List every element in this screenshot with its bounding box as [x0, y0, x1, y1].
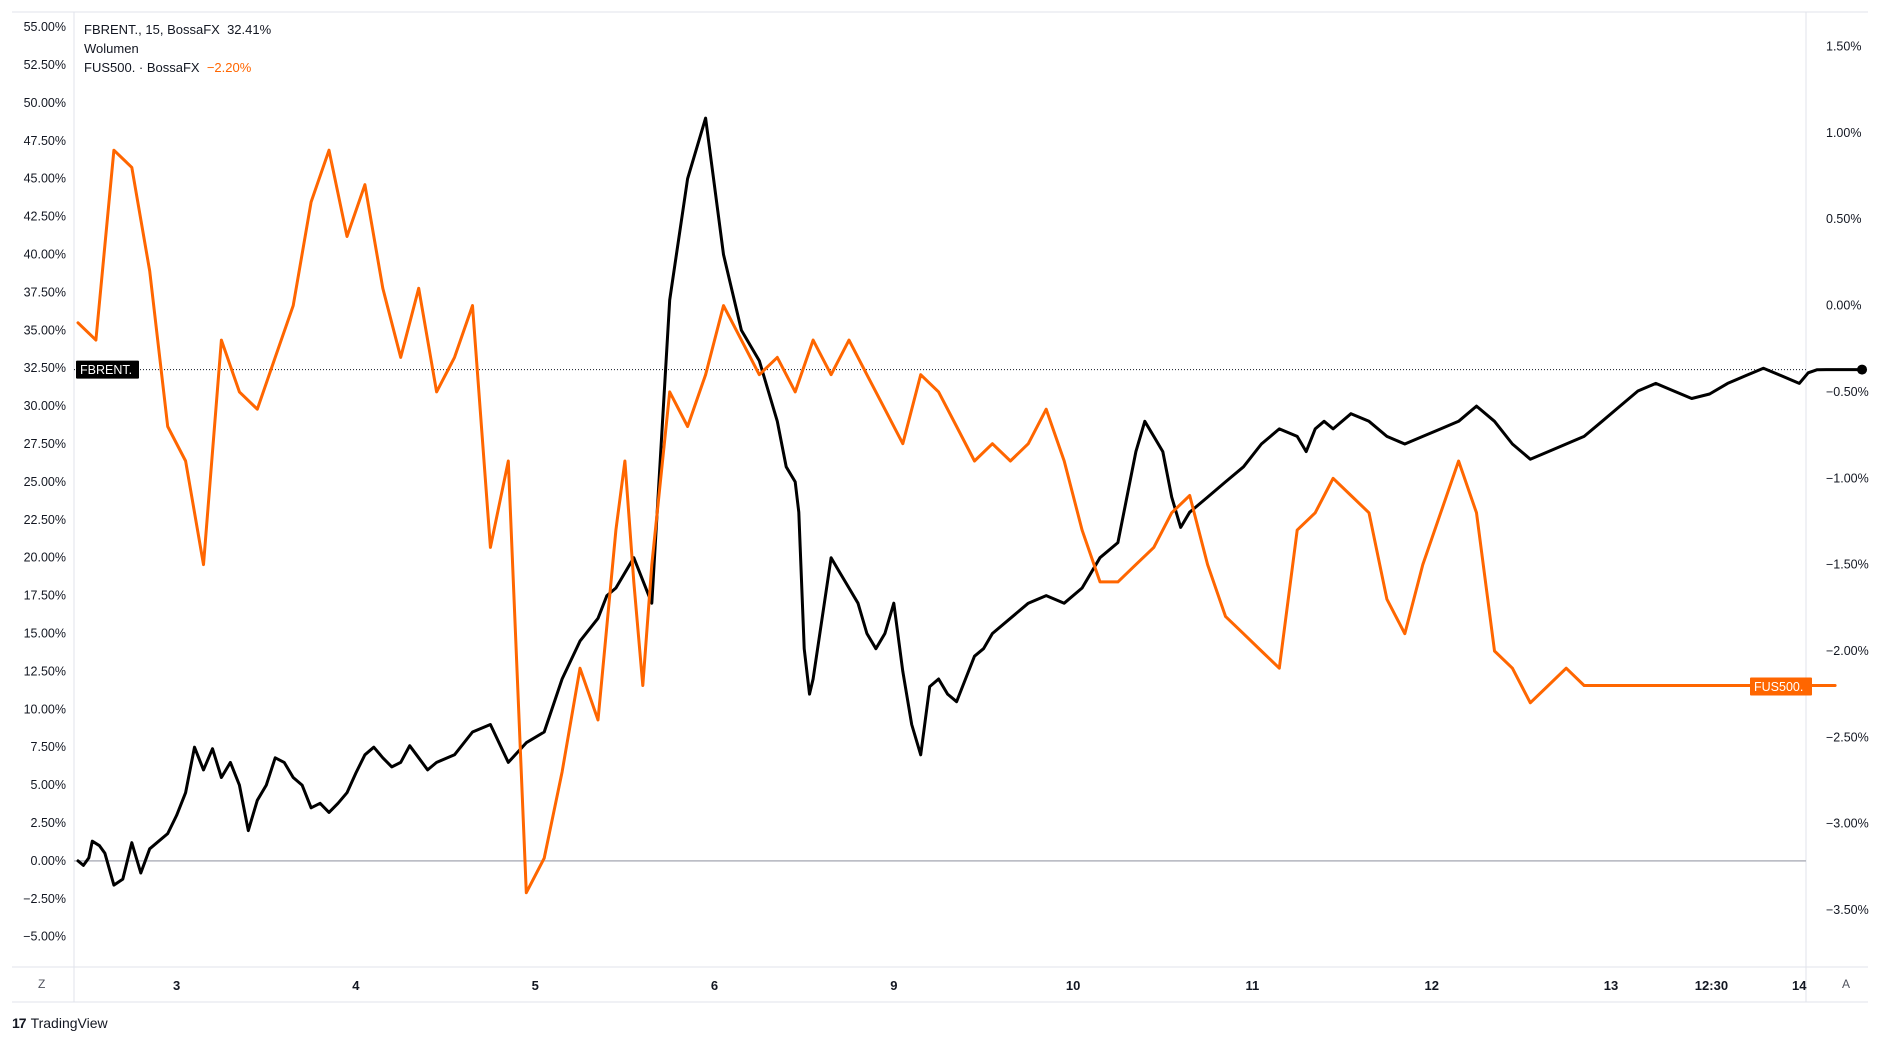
x-axis-tick-label: 6: [711, 978, 718, 993]
right-axis-tick-label: −3.50%: [1826, 903, 1869, 917]
x-axis-tick-label: 12: [1424, 978, 1438, 993]
x-axis-tick-label: 4: [352, 978, 360, 993]
left-axis-tick-label: 27.50%: [24, 437, 66, 451]
left-axis-tick-label: 55.00%: [24, 20, 66, 34]
left-axis-tick-label: 17.50%: [24, 589, 66, 603]
left-axis-tick-label: 7.50%: [31, 740, 66, 754]
left-axis-tick-label: 42.50%: [24, 210, 66, 224]
left-axis-tick-label: 52.50%: [24, 58, 66, 72]
left-axis-tick-label: 32.50%: [24, 361, 66, 375]
right-axis-tick-label: −3.00%: [1826, 817, 1869, 831]
left-axis-tick-label: 40.00%: [24, 248, 66, 262]
tradingview-brand-name: TradingView: [30, 1015, 108, 1031]
left-axis-tick-label: −5.00%: [23, 930, 66, 944]
x-axis-tick-label: 13: [1604, 978, 1618, 993]
left-axis-tick-label: 10.00%: [24, 702, 66, 716]
legend-primary-label: FBRENT., 15, BossaFX: [84, 22, 220, 37]
x-axis-tick-label: 5: [532, 978, 539, 993]
series-lines: [76, 116, 1868, 895]
timezone-button[interactable]: Z: [38, 977, 46, 991]
chart-legend: FBRENT., 15, BossaFX 32.41% Wolumen FUS5…: [84, 20, 271, 77]
right-axis-ticks: 1.50% 1.00% 0.50% 0.00% −0.50% −1.00% −1.50% −2…: [1826, 40, 1869, 917]
left-axis-tick-label: 0.00%: [31, 854, 66, 868]
left-axis-tick-label: 5.00%: [31, 778, 66, 792]
last-value-tags: FBRENT. FUS500.: [76, 360, 1812, 696]
left-axis-tick-label: 45.00%: [24, 172, 66, 186]
legend-secondary-row[interactable]: FUS500. · BossaFX −2.20%: [84, 58, 271, 77]
left-axis-tick-label: 12.50%: [24, 664, 66, 678]
left-axis-tick-label: 20.00%: [24, 551, 66, 565]
fus500-value-tag-bg: [1750, 677, 1812, 696]
right-axis-tick-label: −0.50%: [1826, 385, 1869, 399]
right-axis-tick-label: 1.50%: [1826, 40, 1861, 54]
left-axis-tick-label: 30.00%: [24, 399, 66, 413]
legend-secondary-value: −2.20%: [206, 60, 252, 75]
right-axis-tick-label: −2.50%: [1826, 730, 1869, 744]
right-axis-tick-label: −1.00%: [1826, 471, 1869, 485]
tradingview-logo[interactable]: 17 TradingView: [12, 1015, 108, 1031]
fbrent-value-tag-text: FBRENT.: [80, 363, 132, 377]
left-axis-ticks: 55.00% 52.50% 50.00% 47.50% 45.00% 42.50% 40.0…: [23, 20, 66, 944]
right-axis-tick-label: 1.00%: [1826, 126, 1861, 140]
left-axis-tick-label: 25.00%: [24, 475, 66, 489]
left-axis-tick-label: 22.50%: [24, 513, 66, 527]
right-axis-tick-label: 0.50%: [1826, 212, 1861, 226]
left-axis-tick-label: 2.50%: [31, 816, 66, 830]
auto-scale-button[interactable]: A: [1842, 977, 1851, 991]
right-axis-tick-label: −1.50%: [1826, 558, 1869, 572]
left-axis-tick-label: 15.00%: [24, 627, 66, 641]
x-axis-ticks: 3 4 5 6 9 10 11 12 13 12:30 14: [173, 978, 1807, 993]
plot-frame: [12, 11, 1868, 1003]
x-axis-tick-label: 11: [1246, 978, 1260, 993]
right-axis-tick-label: 0.00%: [1826, 299, 1861, 313]
legend-volume-label: Wolumen: [84, 41, 139, 56]
series-line-fus500: [76, 148, 1837, 895]
legend-volume-row[interactable]: Wolumen: [84, 39, 271, 58]
legend-primary-value: 32.41%: [227, 22, 272, 37]
x-axis-tick-label: 12:30: [1695, 978, 1728, 993]
series-line-fbrent: [76, 116, 1864, 887]
left-axis-tick-label: 50.00%: [24, 96, 66, 110]
fus500-value-tag-text: FUS500.: [1754, 680, 1803, 694]
fbrent-value-tag-bg: [76, 360, 139, 379]
x-axis-tick-label: 3: [173, 978, 180, 993]
last-value-dot: [1857, 364, 1868, 375]
legend-primary-row[interactable]: FBRENT., 15, BossaFX 32.41%: [84, 20, 271, 39]
x-axis-tick-label: 10: [1066, 978, 1080, 993]
left-axis-tick-label: 47.50%: [24, 134, 66, 148]
left-axis-tick-label: −2.50%: [23, 892, 66, 906]
legend-secondary-label: FUS500. · BossaFX: [84, 60, 200, 75]
left-axis-tick-label: 35.00%: [24, 323, 66, 337]
x-axis-tick-label: 9: [890, 978, 897, 993]
x-axis-tick-label: 14: [1792, 978, 1807, 993]
right-axis-tick-label: −2.00%: [1826, 644, 1869, 658]
left-axis-tick-label: 37.50%: [24, 285, 66, 299]
tradingview-logo-icon: 17: [12, 1015, 27, 1031]
